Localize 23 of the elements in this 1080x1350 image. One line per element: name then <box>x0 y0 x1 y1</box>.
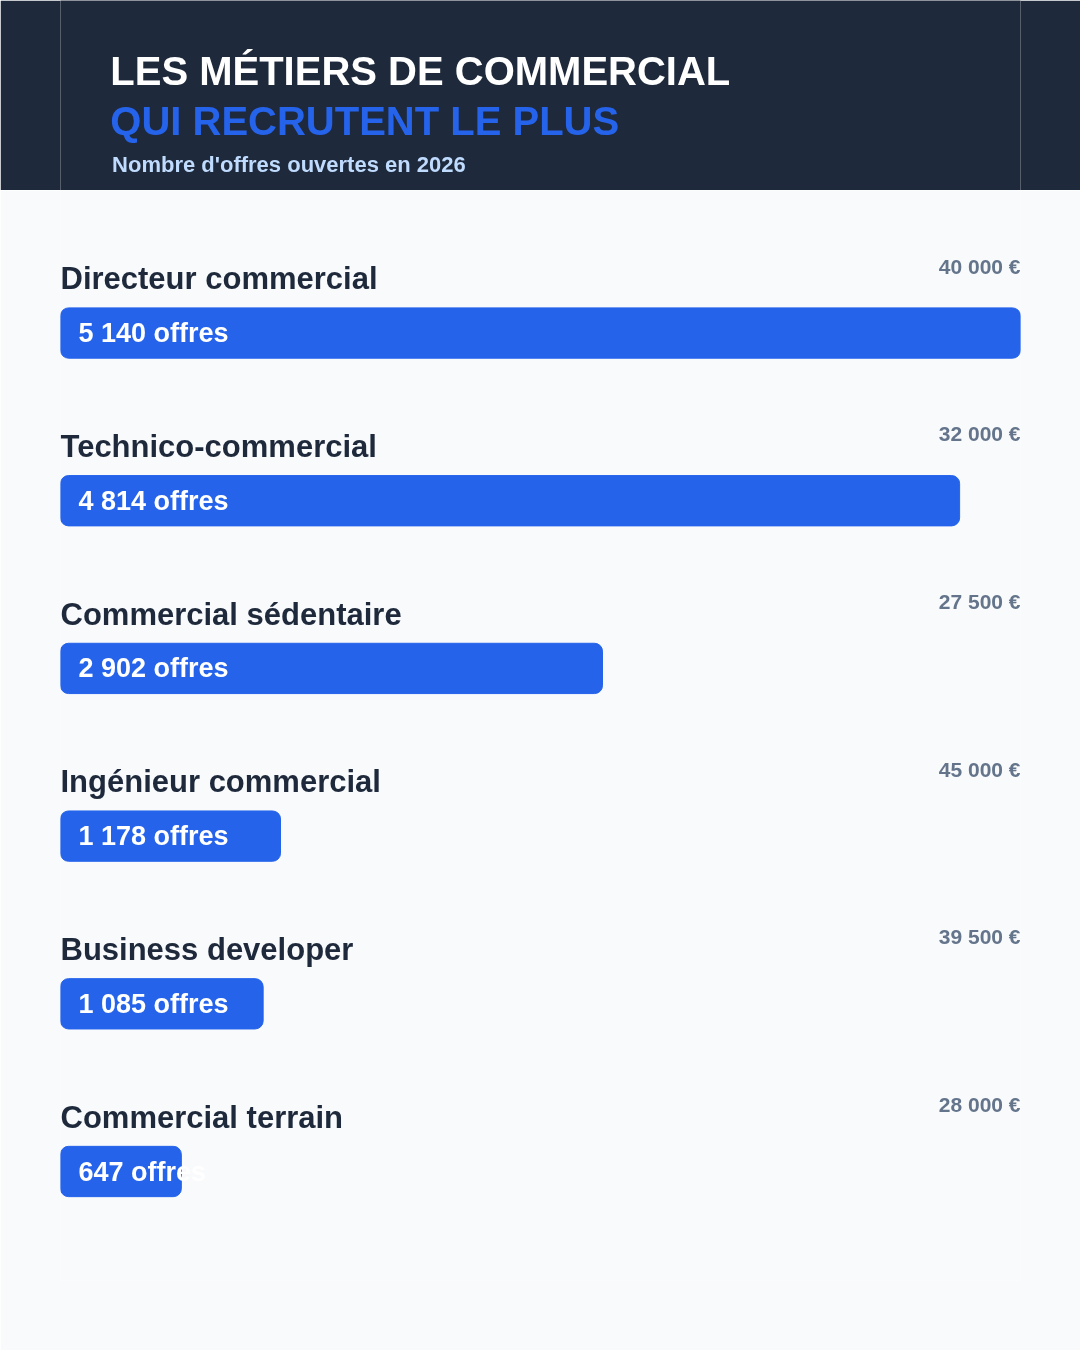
annotation: 32 000 € <box>938 422 1021 446</box>
annotation: 27 500 € <box>938 590 1021 614</box>
chart-title: LES MÉTIERS DE COMMERCIAL <box>110 48 731 93</box>
y-tick-label: Commercial terrain <box>60 1099 344 1135</box>
data-label: 4 814 offres <box>78 485 229 516</box>
chart-subtitle: QUI RECRUTENT LE PLUS <box>110 98 620 143</box>
annotation: 45 000 € <box>938 757 1021 781</box>
y-tick-label: Business developer <box>60 931 354 967</box>
y-tick-label: Ingénieur commercial <box>60 764 381 800</box>
data-label: 2 902 offres <box>78 653 229 684</box>
bar <box>60 307 1021 359</box>
annotation: 39 500 € <box>938 925 1021 949</box>
bar <box>60 642 604 695</box>
annotation: 40 000 € <box>938 254 1021 278</box>
text: Nombre d'offres ouvertes en 2026 <box>112 152 466 177</box>
y-tick-label: Technico-commercial <box>60 428 377 464</box>
y-tick-label: Commercial sédentaire <box>60 596 402 632</box>
data-label: 1 178 offres <box>78 821 229 852</box>
data-label: 1 085 offres <box>78 988 229 1019</box>
data-label: 5 140 offres <box>78 318 229 349</box>
y-tick-label: Directeur commercial <box>60 261 378 297</box>
annotation: 28 000 € <box>938 1093 1021 1117</box>
bar <box>60 475 961 527</box>
